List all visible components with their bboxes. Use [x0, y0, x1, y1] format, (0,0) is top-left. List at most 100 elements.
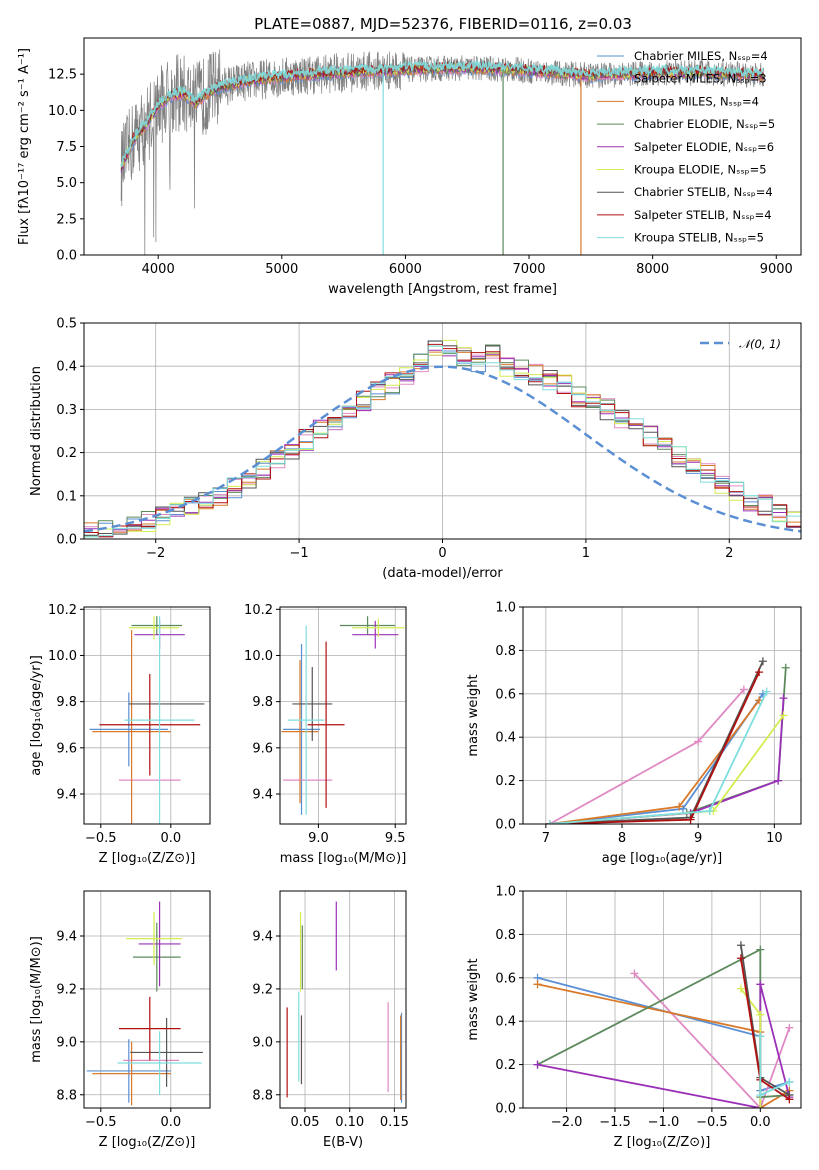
y-tick-label: 9.4 [252, 787, 273, 802]
panel-residual-histogram: −2 −1 0 1 2 0.0 0.1 0.2 0.3 0.4 0.5 (data-model)/er… [29, 317, 802, 581]
series-marker [785, 1023, 794, 1032]
legend: 𝒩(0, 1) [700, 337, 781, 351]
residual-histogram-3 [84, 344, 801, 536]
series-marker [739, 685, 748, 694]
y-tick-label: 0.2 [495, 1058, 516, 1073]
plot-area [120, 49, 765, 255]
x-axis-label: age [log₁₀(age/yr)] [602, 851, 723, 866]
x-tick-label: 2 [725, 546, 733, 561]
y-tick-label: 12.5 [48, 68, 77, 83]
y-tick-label: 0.3 [56, 403, 77, 418]
y-axis-label: mass weight [466, 674, 481, 756]
panel-mass-weight-vs-age: 7 8 9 10 0.0 0.2 0.4 0.6 0.8 1.0 age [log₁₀(age/yr… [466, 601, 802, 866]
x-tick-label: 7000 [512, 262, 545, 277]
series-marker [756, 1090, 765, 1099]
x-tick-label: 0.0 [160, 831, 181, 846]
x-tick-label: −0.5 [85, 1115, 117, 1130]
legend-label: Chabrier MILES, Nₛₛₚ=4 [634, 49, 768, 63]
x-tick-label: −1.0 [648, 1115, 680, 1130]
axes-frame [279, 606, 407, 825]
series-marker [779, 694, 788, 703]
y-tick-label: 2.5 [56, 212, 77, 227]
y-axis-label: Flux [fλ10⁻¹⁷ erg cm⁻² s⁻¹ A⁻¹] [17, 48, 32, 245]
series-marker [675, 802, 684, 811]
axes-frame [83, 606, 211, 825]
x-axis-label: (data-model)/error [382, 566, 503, 581]
x-tick-label: 6000 [389, 262, 422, 277]
x-axis-label: Z [log₁₀(Z/Z⊙)] [614, 1135, 711, 1150]
x-tick-label: 8 [618, 831, 626, 846]
series-marker [758, 657, 767, 666]
x-axis-label: E(B-V) [323, 1135, 363, 1150]
x-tick-label: 10 [766, 831, 783, 846]
y-tick-label: 10.2 [48, 603, 77, 618]
y-tick-label: 0.0 [495, 818, 516, 833]
x-tick-label: 0.10 [335, 1115, 364, 1130]
panel-mass-vs-EBV: 0.05 0.10 0.15 8.8 9.0 9.2 9.4 E(B-V) [252, 890, 409, 1150]
plot-area [545, 657, 790, 824]
y-tick-label: 9.4 [56, 787, 77, 802]
series-marker [756, 1104, 765, 1108]
series-line [633, 972, 791, 1108]
series-marker [694, 737, 703, 746]
legend-label: Salpeter ELODIE, Nₛₛₚ=6 [634, 140, 774, 154]
y-tick-label: 0.0 [56, 249, 77, 264]
y-tick-label: 10.0 [244, 649, 273, 664]
y-tick-label: 9.6 [252, 741, 273, 756]
series-marker [736, 954, 745, 963]
axes-frame [522, 606, 802, 825]
x-axis-label: Z [log₁₀(Z/Z⊙)] [99, 1135, 196, 1150]
legend-label: Salpeter MILES, Nₛₛₚ=3 [634, 72, 767, 86]
y-tick-label: 9.4 [56, 929, 77, 944]
y-tick-label: 10.2 [244, 603, 273, 618]
series-marker [545, 820, 554, 824]
x-tick-label: −0.5 [85, 831, 117, 846]
series-line [549, 699, 760, 824]
x-axis-label: Z [log₁₀(Z/Z⊙)] [99, 851, 196, 866]
legend-label: Salpeter STELIB, Nₛₛₚ=4 [634, 208, 772, 222]
axes-frame [522, 890, 802, 1109]
plot-area [86, 901, 203, 1106]
x-tick-label: −2.0 [551, 1115, 583, 1130]
y-tick-label: 1.0 [495, 601, 516, 616]
y-tick-label: 0.2 [56, 446, 77, 461]
x-tick-label: 7 [542, 831, 550, 846]
y-tick-label: 10.0 [48, 649, 77, 664]
y-axis-label: mass weight [466, 958, 481, 1040]
panel-spectrum: 4000 5000 6000 7000 8000 9000 0.0 2.5 5.0 7.5 10.0… [17, 37, 802, 297]
series-marker [756, 1032, 765, 1041]
series-marker [785, 1095, 794, 1104]
model-spectrum [120, 58, 764, 168]
y-tick-label: 5.0 [56, 176, 77, 191]
y-tick-label: 9.2 [56, 982, 77, 997]
legend-label: Kroupa ELODIE, Nₛₛₚ=5 [634, 163, 767, 177]
y-axis-label: Normed distribution [29, 366, 44, 496]
x-tick-label: −1 [290, 546, 309, 561]
series-marker [781, 663, 790, 672]
y-tick-label: 0.6 [495, 687, 516, 702]
x-tick-label: 0.0 [160, 1115, 181, 1130]
y-tick-label: 9.8 [56, 695, 77, 710]
x-tick-label: −2 [146, 546, 165, 561]
y-tick-label: 10.0 [48, 104, 77, 119]
series-marker [756, 1010, 765, 1019]
y-tick-label: 9.8 [252, 695, 273, 710]
axes-frame [279, 890, 407, 1109]
y-tick-label: 9.0 [56, 1035, 77, 1050]
panel-age-vs-Z: −0.5 0.0 9.4 9.6 9.8 10.0 10.2 Z [log₁₀(Z/Z⊙)] a… [29, 603, 211, 866]
series-marker [630, 969, 639, 978]
panel-mass-weight-vs-Z: −2.0 −1.5 −1.0 −0.5 0.0 0.0 0.2 0.4 0.6 0.8 1.0 Z [… [466, 885, 802, 1150]
series-line [549, 693, 764, 824]
series-line [549, 660, 764, 824]
y-tick-label: 0.8 [495, 928, 516, 943]
panel-mass-vs-Z: −0.5 0.0 8.8 9.0 9.2 9.4 Z [log₁₀(Z/Z⊙)] mass [… [29, 890, 211, 1150]
y-tick-label: 0.4 [56, 360, 77, 375]
legend-label: Kroupa STELIB, Nₛₛₚ=5 [634, 231, 764, 245]
y-tick-label: 7.5 [56, 140, 77, 155]
x-tick-label: −1.5 [599, 1115, 631, 1130]
x-tick-label: 0.0 [750, 1115, 771, 1130]
y-tick-label: 0.0 [56, 533, 77, 548]
series-marker [533, 1060, 542, 1069]
y-tick-label: 0.4 [495, 731, 516, 746]
